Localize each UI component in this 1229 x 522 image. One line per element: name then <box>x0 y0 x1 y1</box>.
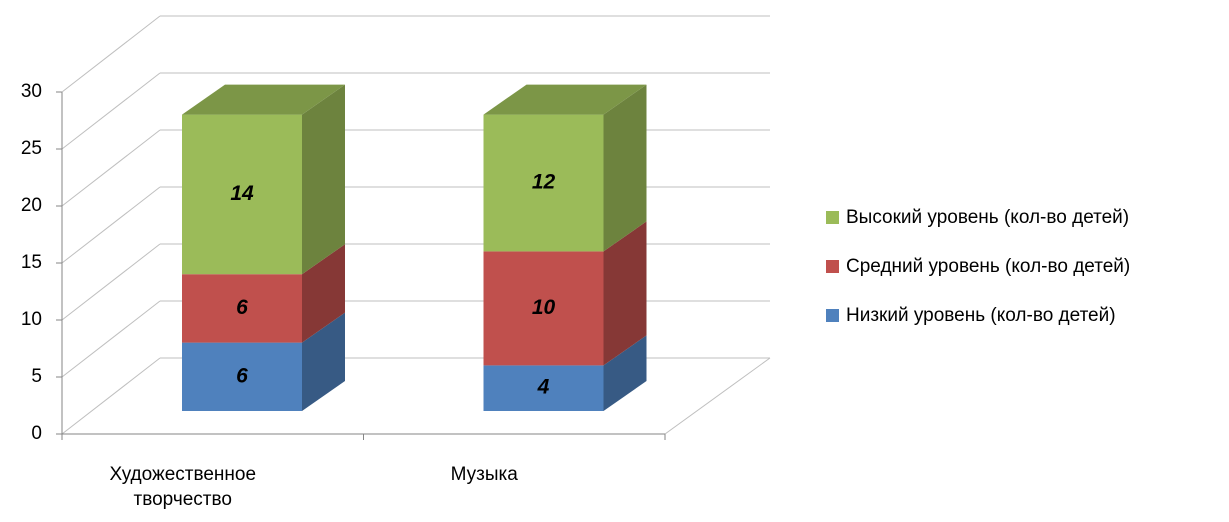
floor <box>62 357 771 435</box>
y-tick-label: 20 <box>21 195 42 216</box>
grid-line-side <box>61 72 161 150</box>
y-tick-label: 15 <box>21 252 42 273</box>
y-tick-label: 10 <box>21 309 42 330</box>
data-label: 10 <box>532 296 556 319</box>
grid-line-side <box>61 186 161 264</box>
y-tick-label: 5 <box>31 366 42 387</box>
y-tick-label: 30 <box>21 81 42 102</box>
bar <box>182 274 302 343</box>
data-label: 6 <box>236 364 248 387</box>
data-label: 12 <box>532 171 556 194</box>
bar <box>483 114 604 252</box>
x-tick-label: Музыка <box>450 464 518 485</box>
bar-side <box>302 84 345 275</box>
bar <box>483 365 604 411</box>
grid-line-side <box>61 243 161 321</box>
grid-line-side <box>61 357 161 435</box>
y-tick-label: 25 <box>21 138 42 159</box>
bar-top <box>182 84 345 115</box>
grid-line-side <box>61 129 161 207</box>
legend-label: Высокий уровень (кол-во детей) <box>846 207 1129 228</box>
grid-line-side <box>61 300 161 378</box>
bar-top <box>483 84 647 115</box>
bar <box>182 342 302 411</box>
bar-side <box>603 221 647 366</box>
bar-side <box>603 335 647 411</box>
y-tick-label: 0 <box>31 423 42 444</box>
data-label: 14 <box>230 182 254 205</box>
bar <box>483 251 604 366</box>
data-label: 6 <box>236 296 248 319</box>
x-tick-label: Художественное творчество <box>109 464 257 510</box>
legend-swatch <box>826 309 839 322</box>
grid-line-side <box>61 15 161 93</box>
bar-side <box>302 244 345 343</box>
legend-swatch <box>826 260 839 273</box>
data-label: 4 <box>537 376 550 399</box>
legend-label: Средний уровень (кол-во детей) <box>846 256 1130 277</box>
legend-label: Низкий уровень (кол-во детей) <box>846 305 1116 326</box>
bar-side <box>302 312 345 411</box>
bar-side <box>603 84 647 252</box>
bar <box>182 114 302 275</box>
legend-swatch <box>826 211 839 224</box>
